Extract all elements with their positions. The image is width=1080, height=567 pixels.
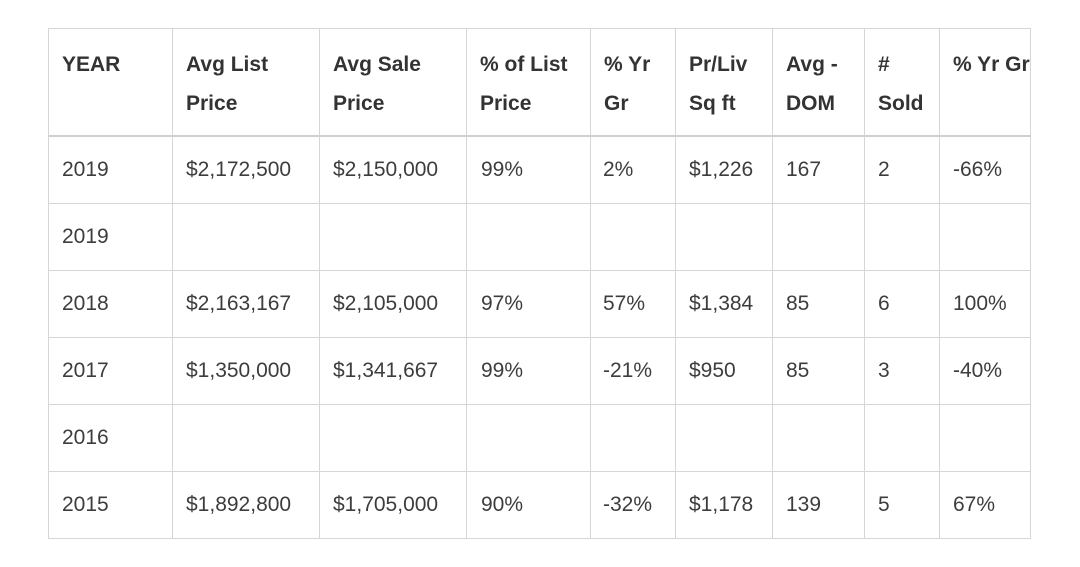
cell-avg-dom: 85 — [772, 336, 865, 405]
table-row: 2018 $2,163,167 $2,105,000 97% 57% $1,38… — [48, 269, 1031, 338]
cell-percent-of-list: 90% — [466, 470, 591, 539]
cell-avg-sale-price: $1,341,667 — [319, 336, 467, 405]
cell-avg-dom: 85 — [772, 269, 865, 338]
cell-price-per-sqft: $950 — [675, 336, 773, 405]
cell-avg-list-price: $1,892,800 — [172, 470, 320, 539]
cell-percent-yr-growth: 57% — [590, 269, 676, 338]
cell-percent-of-list: 99% — [466, 135, 591, 204]
cell-avg-list-price: $1,350,000 — [172, 336, 320, 405]
cell-avg-list-price — [172, 403, 320, 472]
cell-avg-dom — [772, 403, 865, 472]
header-percent-yr-growth: % Yr Gr — [590, 28, 676, 136]
cell-percent-yr-growth: 2% — [590, 135, 676, 204]
header-year: YEAR — [48, 28, 173, 136]
cell-percent-yr-growth-sold: 67% — [939, 470, 1031, 539]
cell-year: 2016 — [48, 403, 173, 472]
cell-percent-yr-growth-sold: -66% — [939, 135, 1031, 204]
cell-number-sold: 6 — [864, 269, 940, 338]
cell-price-per-sqft: $1,384 — [675, 269, 773, 338]
header-percent-yr-growth-sold: % Yr Gr — [939, 28, 1031, 136]
real-estate-stats-table: YEAR Avg List Price Avg Sale Price % of … — [48, 28, 1031, 539]
table-row: 2017 $1,350,000 $1,341,667 99% -21% $950… — [48, 336, 1031, 405]
cell-avg-dom: 167 — [772, 135, 865, 204]
cell-number-sold — [864, 403, 940, 472]
cell-percent-of-list: 99% — [466, 336, 591, 405]
cell-price-per-sqft: $1,226 — [675, 135, 773, 204]
cell-percent-yr-growth-sold — [939, 403, 1031, 472]
cell-avg-sale-price — [319, 202, 467, 271]
header-avg-list-price: Avg List Price — [172, 28, 320, 136]
cell-price-per-sqft — [675, 202, 773, 271]
header-percent-of-list-price: % of List Price — [466, 28, 591, 136]
header-avg-dom: Avg - DOM — [772, 28, 865, 136]
cell-avg-dom: 139 — [772, 470, 865, 539]
cell-percent-of-list — [466, 202, 591, 271]
cell-number-sold — [864, 202, 940, 271]
cell-avg-sale-price: $2,105,000 — [319, 269, 467, 338]
header-avg-sale-price: Avg Sale Price — [319, 28, 467, 136]
cell-year: 2019 — [48, 135, 173, 204]
cell-avg-sale-price: $2,150,000 — [319, 135, 467, 204]
cell-avg-list-price — [172, 202, 320, 271]
cell-year: 2019 — [48, 202, 173, 271]
cell-percent-of-list — [466, 403, 591, 472]
cell-percent-yr-growth — [590, 202, 676, 271]
header-number-sold: # Sold — [864, 28, 940, 136]
cell-avg-list-price: $2,172,500 — [172, 135, 320, 204]
cell-avg-sale-price — [319, 403, 467, 472]
cell-percent-yr-growth-sold: -40% — [939, 336, 1031, 405]
cell-percent-yr-growth-sold: 100% — [939, 269, 1031, 338]
cell-percent-yr-growth: -32% — [590, 470, 676, 539]
cell-avg-sale-price: $1,705,000 — [319, 470, 467, 539]
cell-price-per-sqft — [675, 403, 773, 472]
cell-percent-yr-growth-sold — [939, 202, 1031, 271]
cell-price-per-sqft: $1,178 — [675, 470, 773, 539]
table-row: 2015 $1,892,800 $1,705,000 90% -32% $1,1… — [48, 470, 1031, 539]
cell-number-sold: 2 — [864, 135, 940, 204]
cell-avg-dom — [772, 202, 865, 271]
table-row: 2019 $2,172,500 $2,150,000 99% 2% $1,226… — [48, 135, 1031, 204]
cell-number-sold: 3 — [864, 336, 940, 405]
cell-percent-yr-growth: -21% — [590, 336, 676, 405]
table-row: 2016 — [48, 403, 1031, 472]
table-row: 2019 — [48, 202, 1031, 271]
header-price-per-living-sqft: Pr/Liv Sq ft — [675, 28, 773, 136]
cell-number-sold: 5 — [864, 470, 940, 539]
cell-avg-list-price: $2,163,167 — [172, 269, 320, 338]
table-header-row: YEAR Avg List Price Avg Sale Price % of … — [48, 28, 1031, 136]
cell-year: 2015 — [48, 470, 173, 539]
cell-percent-of-list: 97% — [466, 269, 591, 338]
cell-percent-yr-growth — [590, 403, 676, 472]
cell-year: 2018 — [48, 269, 173, 338]
cell-year: 2017 — [48, 336, 173, 405]
